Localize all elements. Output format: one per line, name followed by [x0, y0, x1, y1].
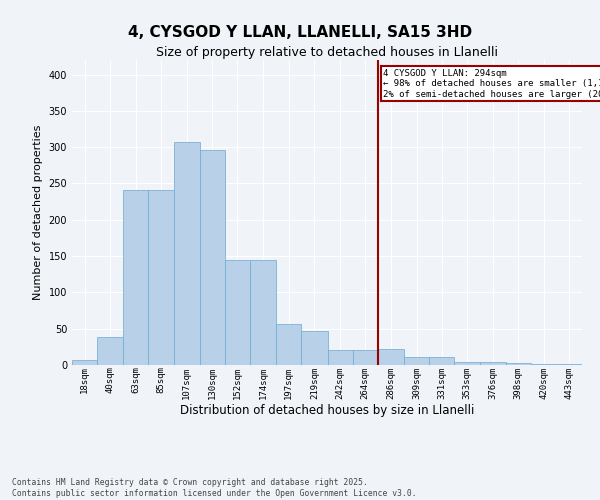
Bar [250, 260, 276, 365]
Bar [557, 364, 582, 365]
Text: 4, CYSGOD Y LLAN, LLANELLI, SA15 3HD: 4, CYSGOD Y LLAN, LLANELLI, SA15 3HD [128, 25, 472, 40]
Bar [353, 350, 378, 365]
Text: 4 CYSGOD Y LLAN: 294sqm
← 98% of detached houses are smaller (1,185)
2% of semi-: 4 CYSGOD Y LLAN: 294sqm ← 98% of detache… [383, 68, 600, 98]
Y-axis label: Number of detached properties: Number of detached properties [33, 125, 43, 300]
Bar [124, 190, 148, 365]
Bar [506, 363, 530, 365]
Title: Size of property relative to detached houses in Llanelli: Size of property relative to detached ho… [156, 46, 498, 59]
Text: Contains HM Land Registry data © Crown copyright and database right 2025.
Contai: Contains HM Land Registry data © Crown c… [12, 478, 416, 498]
Bar [225, 260, 250, 365]
Bar [404, 357, 429, 365]
Bar [301, 331, 328, 365]
Bar [481, 362, 506, 365]
Bar [72, 360, 97, 365]
Bar [148, 190, 173, 365]
Bar [200, 150, 225, 365]
X-axis label: Distribution of detached houses by size in Llanelli: Distribution of detached houses by size … [180, 404, 474, 417]
Bar [173, 142, 200, 365]
Bar [378, 349, 404, 365]
Bar [328, 350, 353, 365]
Bar [530, 364, 557, 365]
Bar [454, 362, 481, 365]
Bar [429, 357, 454, 365]
Bar [97, 336, 124, 365]
Bar [276, 324, 301, 365]
